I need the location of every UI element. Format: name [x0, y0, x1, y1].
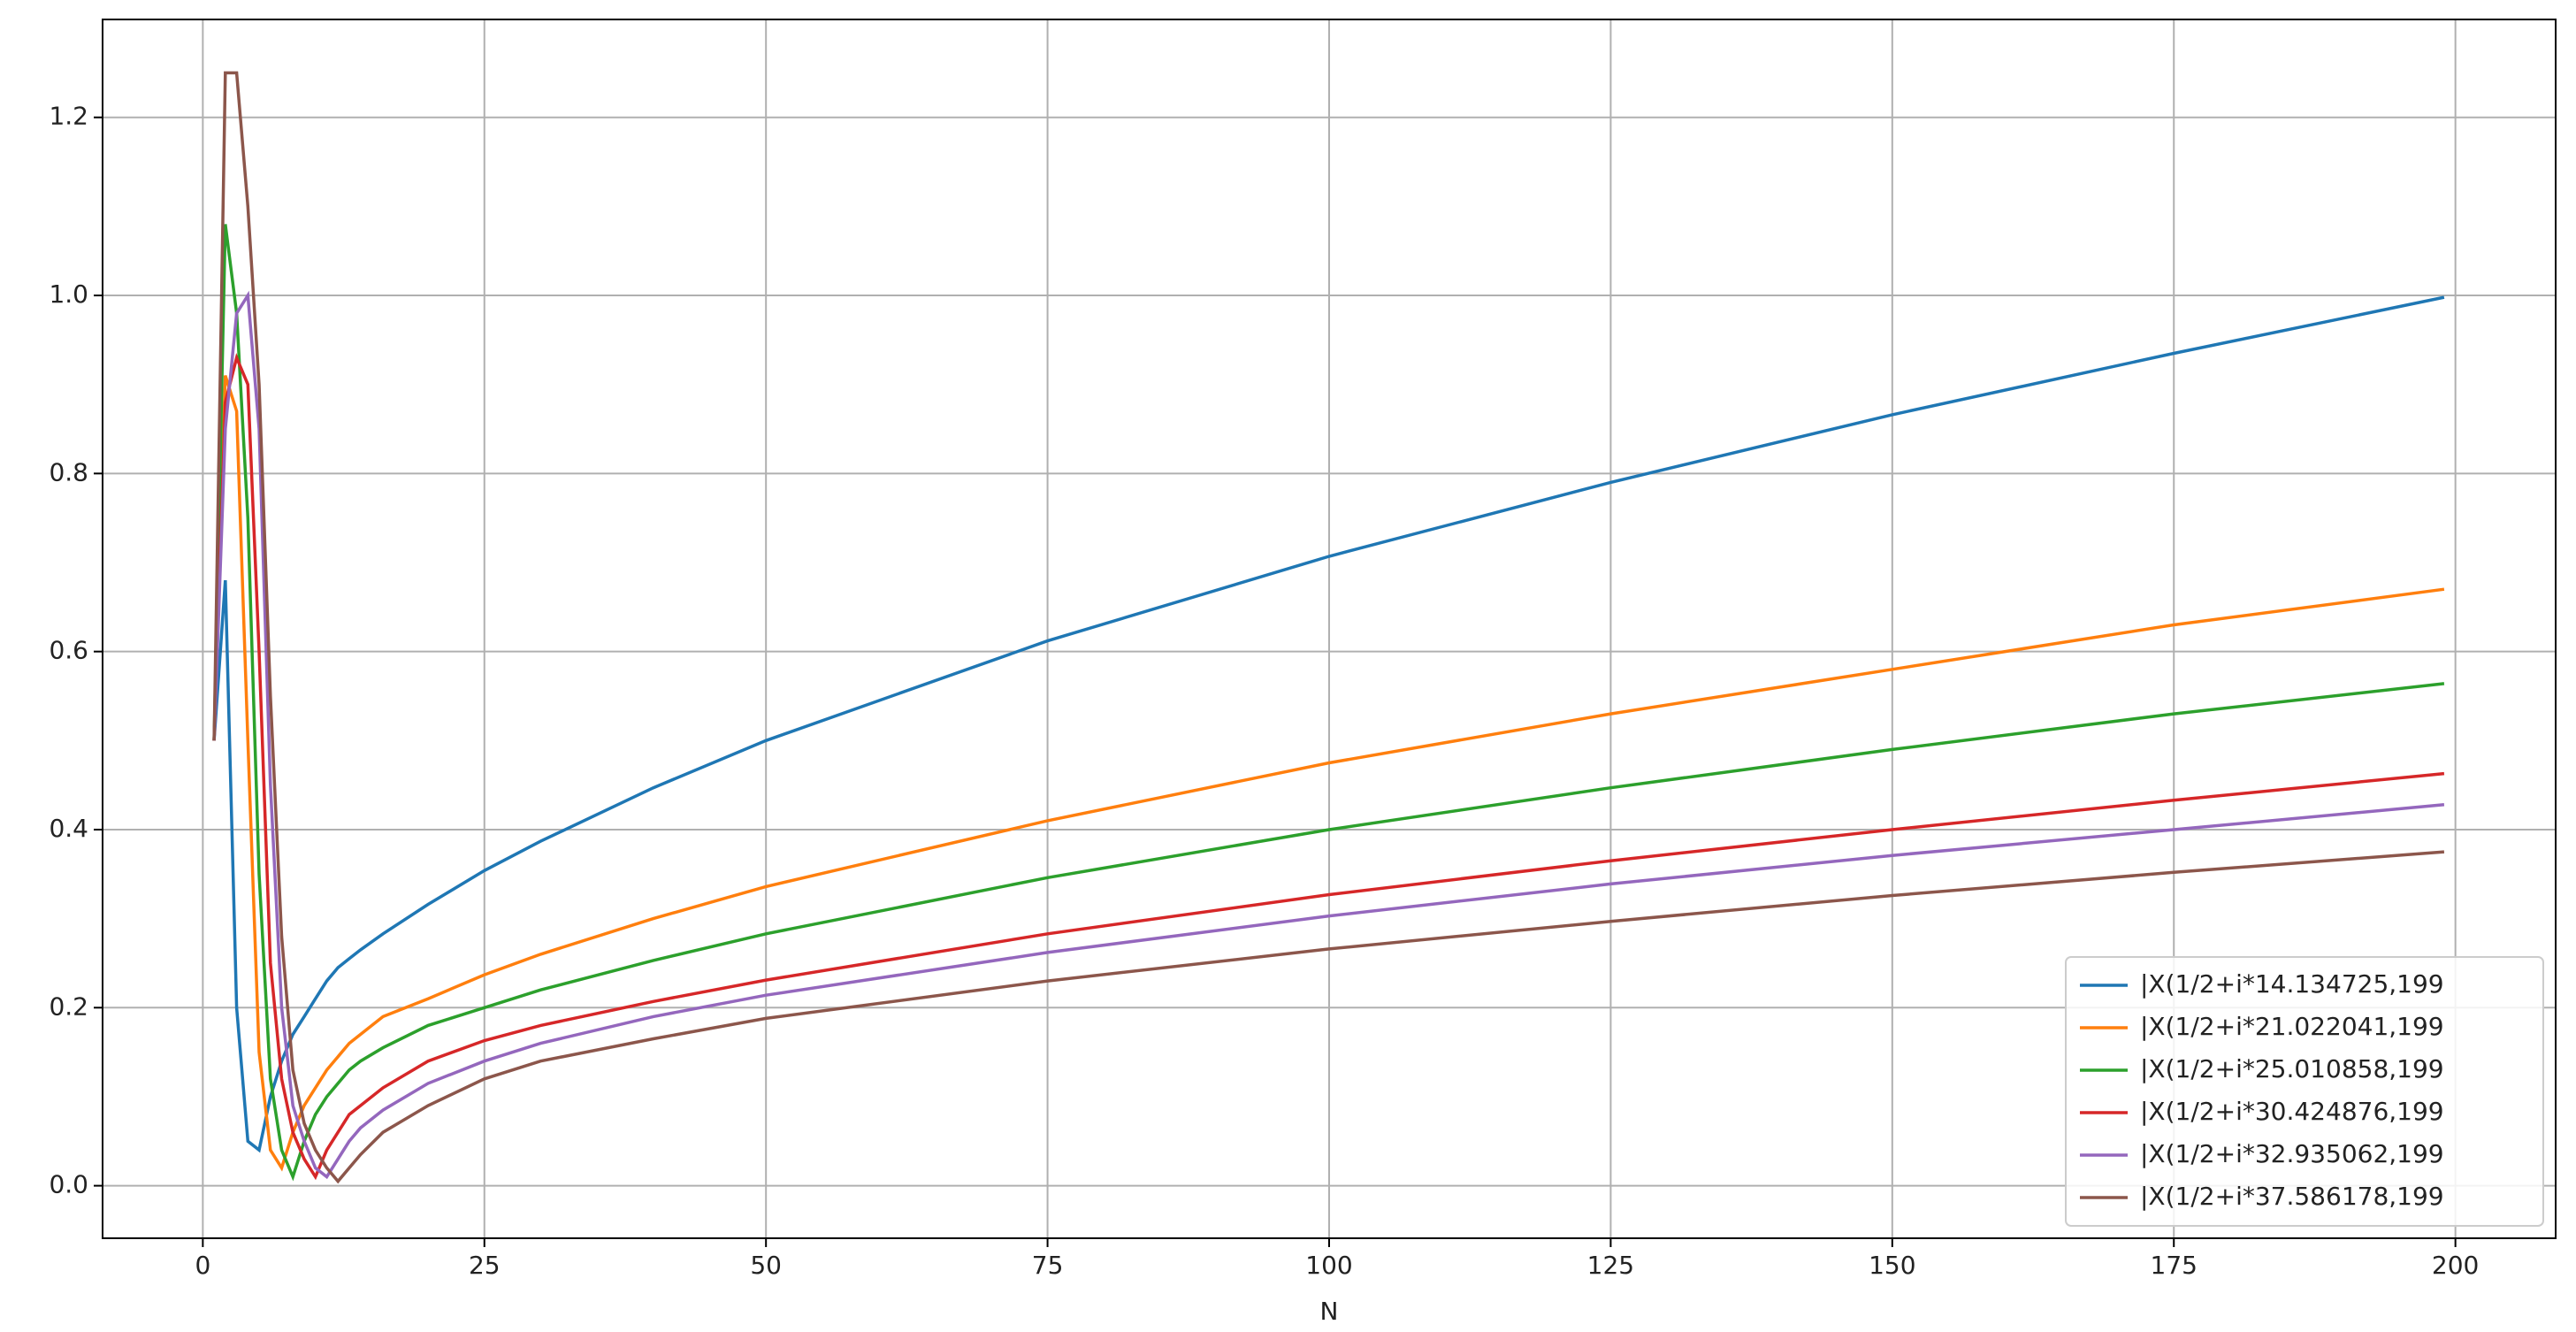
series-line [212, 295, 2445, 1153]
legend-label: |X(1/2+i*37.586178,199 [2140, 1182, 2444, 1211]
series-line [212, 224, 2445, 1182]
series-line [212, 71, 2445, 1184]
y-tick-label: 1.0 [49, 279, 88, 309]
y-tick-label: 0.4 [49, 814, 88, 843]
legend-label: |X(1/2+i*14.134725,199 [2140, 969, 2444, 999]
series-line [212, 353, 2445, 1181]
series-line [212, 290, 2445, 1180]
x-tick-label: 75 [1032, 1251, 1064, 1280]
x-tick-label: 175 [2151, 1251, 2198, 1280]
legend-label: |X(1/2+i*30.424876,199 [2140, 1097, 2444, 1126]
legend-label: |X(1/2+i*25.010858,199 [2140, 1054, 2444, 1083]
x-tick-label: 150 [1869, 1251, 1915, 1280]
x-tick-label: 50 [750, 1251, 782, 1280]
x-tick-label: 100 [1305, 1251, 1352, 1280]
y-tick-label: 0.0 [49, 1170, 88, 1199]
y-tick-label: 0.8 [49, 457, 88, 486]
legend-box [2065, 956, 2544, 1227]
x-tick-label: 0 [195, 1251, 210, 1280]
series-line [212, 375, 2445, 1172]
x-axis-label: N [1320, 1297, 1339, 1326]
legend-label: |X(1/2+i*21.022041,199 [2140, 1012, 2444, 1041]
plot-frame [102, 19, 2557, 1239]
y-tick-label: 0.2 [49, 991, 88, 1021]
legend-label: |X(1/2+i*32.935062,199 [2140, 1139, 2444, 1168]
y-tick-label: 0.6 [49, 636, 88, 665]
y-tick-label: 1.2 [49, 102, 88, 131]
x-tick-label: 25 [469, 1251, 501, 1280]
x-tick-label: 200 [2432, 1251, 2479, 1280]
x-tick-label: 125 [1587, 1251, 1634, 1280]
